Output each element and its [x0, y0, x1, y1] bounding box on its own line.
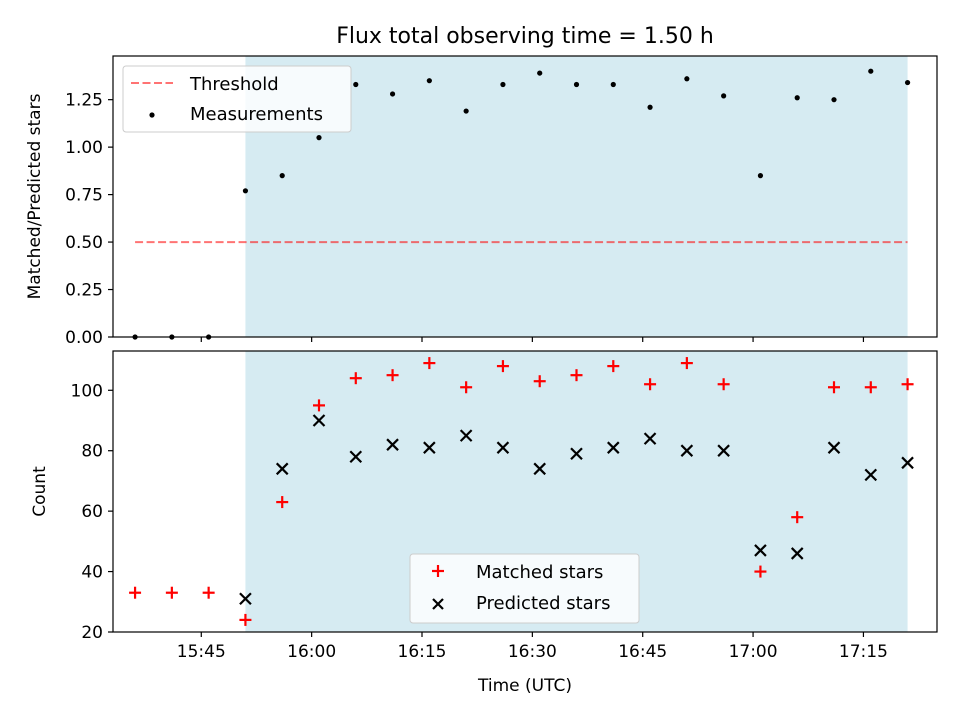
top-axes-frame: [112, 55, 938, 338]
bottom-xtick-label: 16:30: [508, 642, 557, 662]
matched-stars-point: [386, 369, 399, 382]
legend-measurements-swatch: [149, 112, 155, 118]
predicted-stars-point: [275, 462, 289, 476]
matched-stars-point: [533, 375, 546, 388]
top-legend-box: [122, 65, 352, 133]
measurements-point: [389, 91, 396, 97]
measurements-point: [684, 76, 690, 82]
measurements-point: [500, 81, 506, 88]
top-observing-span: [245, 56, 908, 337]
bottom-xtick-label: 17:15: [839, 642, 888, 662]
bottom-ylabel: Count: [30, 466, 50, 517]
top-legend: Threshold Measurements: [122, 65, 352, 133]
predicted-stars-point: [423, 441, 436, 454]
matched-stars-point: [349, 372, 362, 385]
legend-threshold-label: Threshold: [189, 74, 279, 95]
predicted-stars-point: [533, 462, 546, 476]
predicted-stars-point: [459, 429, 473, 442]
predicted-stars-point: [901, 456, 914, 470]
measurements-point: [316, 135, 322, 141]
predicted-stars-point: [386, 438, 399, 451]
matched-stars-point: [460, 381, 473, 394]
bottom-xtick-label: 17:00: [729, 642, 778, 662]
matched-stars-point: [276, 496, 289, 509]
measurements-point: [904, 79, 911, 86]
measurements-point: [868, 68, 874, 74]
bottom-ytick-label: 60: [81, 502, 103, 522]
matched-stars-point: [239, 613, 252, 626]
matched-stars-point: [791, 511, 804, 524]
bottom-ytick-label: 100: [71, 381, 103, 401]
matched-stars-point: [901, 378, 914, 391]
predicted-stars-point: [790, 547, 804, 560]
matched-stars-point: [423, 357, 436, 370]
matched-stars-point: [313, 399, 325, 412]
predicted-stars-point: [496, 441, 510, 454]
predicted-stars-point: [239, 592, 252, 606]
matched-stars-point: [165, 586, 178, 599]
matched-stars-point: [864, 381, 877, 394]
matched-stars-point: [644, 378, 657, 391]
predicted-stars-point: [312, 414, 326, 427]
matched-stars-point: [828, 381, 840, 394]
measurements-point: [610, 81, 616, 88]
top-ytick-label: 0.75: [65, 186, 103, 206]
bottom-ytick-label: 80: [81, 442, 103, 462]
measurements-point: [242, 188, 249, 194]
predicted-stars-point: [864, 468, 878, 482]
matched-stars-point: [570, 369, 583, 382]
matched-stars-point: [496, 360, 509, 373]
bottom-axes-frame: [112, 350, 938, 633]
top-ytick-label: 0.50: [65, 233, 103, 253]
matched-stars-point: [607, 360, 620, 373]
measurements-point: [353, 81, 359, 88]
top-ytick-label: 1.25: [65, 91, 103, 111]
predicted-stars-point: [607, 441, 620, 454]
predicted-stars-point: [680, 444, 694, 457]
matched-stars-point: [202, 586, 215, 599]
top-ylabel: Matched/Predicted stars: [25, 93, 45, 299]
bottom-xtick-label: 16:15: [398, 642, 447, 662]
top-panel: 0.00 0.25 0.50 0.75 1.00 1.25 Matched/Predict…: [25, 55, 938, 348]
measurements-point: [463, 108, 469, 114]
legend-measurements-label: Measurements: [190, 104, 323, 125]
top-ytick-label: 1.00: [65, 138, 103, 158]
legend-predicted-swatch: [432, 598, 444, 610]
measurements-point: [279, 173, 285, 179]
measurements-point: [757, 173, 764, 179]
measurements-point: [573, 81, 580, 88]
chart-title: Flux total observing time = 1.50 h: [336, 24, 714, 49]
predicted-stars-point: [643, 432, 657, 445]
legend-matched-swatch: [432, 565, 444, 577]
measurements-point: [794, 95, 800, 101]
measurements-point: [721, 93, 727, 99]
bottom-xtick-label: 16:00: [287, 642, 336, 662]
top-ytick-label: 0.00: [65, 328, 103, 348]
measurements-point: [426, 78, 432, 84]
legend-matched-label: Matched stars: [476, 562, 603, 583]
bottom-xtick-label: 16:45: [618, 642, 667, 662]
bottom-xlabel: Time (UTC): [477, 676, 572, 696]
bottom-legend-box: [409, 553, 640, 624]
matched-stars-point: [680, 357, 693, 370]
measurements-point: [537, 70, 543, 76]
measurements-point: [831, 97, 837, 103]
predicted-stars-point: [754, 544, 767, 557]
bottom-ytick-label: 40: [81, 563, 103, 583]
matched-stars-point: [129, 586, 142, 599]
legend-predicted-label: Predicted stars: [476, 593, 610, 614]
bottom-panel: 20 40 60 80 100 15:45 16:00 16:15 16:30 16:45 17:0…: [30, 350, 938, 696]
matched-stars-point: [754, 565, 767, 578]
predicted-stars-point: [349, 450, 363, 464]
matched-stars-point: [717, 378, 730, 391]
bottom-xtick-label: 15:45: [177, 642, 226, 662]
predicted-stars-point: [717, 444, 730, 457]
top-ytick-label: 0.25: [65, 281, 103, 301]
bottom-legend: Matched stars Predicted stars: [409, 553, 640, 624]
bottom-ytick-label: 20: [81, 623, 103, 643]
predicted-stars-point: [570, 447, 583, 461]
predicted-stars-point: [827, 441, 841, 454]
measurements-point: [647, 104, 653, 110]
